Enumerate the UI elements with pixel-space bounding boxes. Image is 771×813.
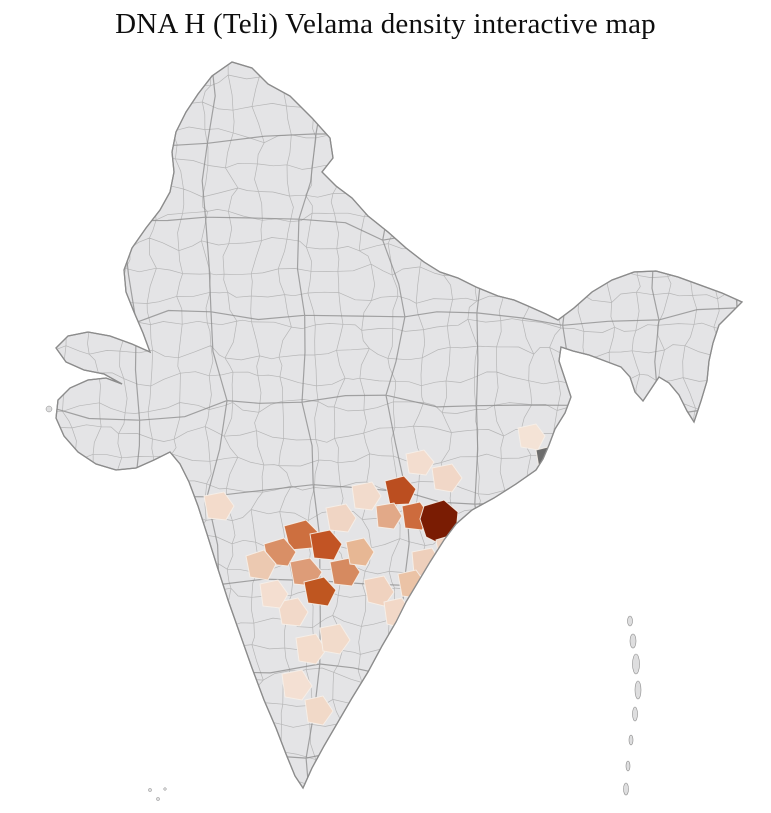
island [148,788,152,792]
island [623,782,629,796]
density-district[interactable] [281,669,313,701]
island [632,653,640,675]
island [156,797,160,801]
island [628,734,634,746]
density-district[interactable] [325,503,357,533]
density-district[interactable] [277,597,309,627]
island [629,633,637,649]
density-district[interactable] [245,549,277,581]
island [163,787,167,791]
density-district[interactable] [435,533,467,563]
island [627,615,633,627]
density-district[interactable] [319,623,351,655]
density-district[interactable] [383,597,413,629]
density-district[interactable] [304,695,334,726]
density-district[interactable] [517,423,546,451]
island [625,760,631,772]
density-district[interactable] [259,579,289,609]
density-district[interactable] [295,633,327,665]
india-outline [55,61,744,790]
density-regions [203,423,546,726]
island [45,405,53,413]
density-district[interactable] [431,463,463,493]
density-district[interactable] [309,529,343,561]
no-data-district[interactable] [535,445,561,471]
density-district[interactable] [405,449,435,476]
island [634,680,642,700]
density-district[interactable] [351,481,382,511]
density-district[interactable] [329,557,361,587]
andaman-nicobar-islands [623,615,642,796]
density-district[interactable] [363,575,395,607]
island [632,706,638,722]
density-district[interactable] [345,537,375,567]
density-district[interactable] [303,576,337,607]
density-district[interactable] [384,475,417,506]
map-title: DNA H (Teli) Velama density interactive … [115,8,656,40]
no-data-district[interactable] [549,461,569,482]
density-district[interactable] [203,491,235,521]
india-landmass[interactable] [55,61,744,790]
lakshadweep-islands [45,405,167,801]
density-district[interactable] [375,502,403,530]
